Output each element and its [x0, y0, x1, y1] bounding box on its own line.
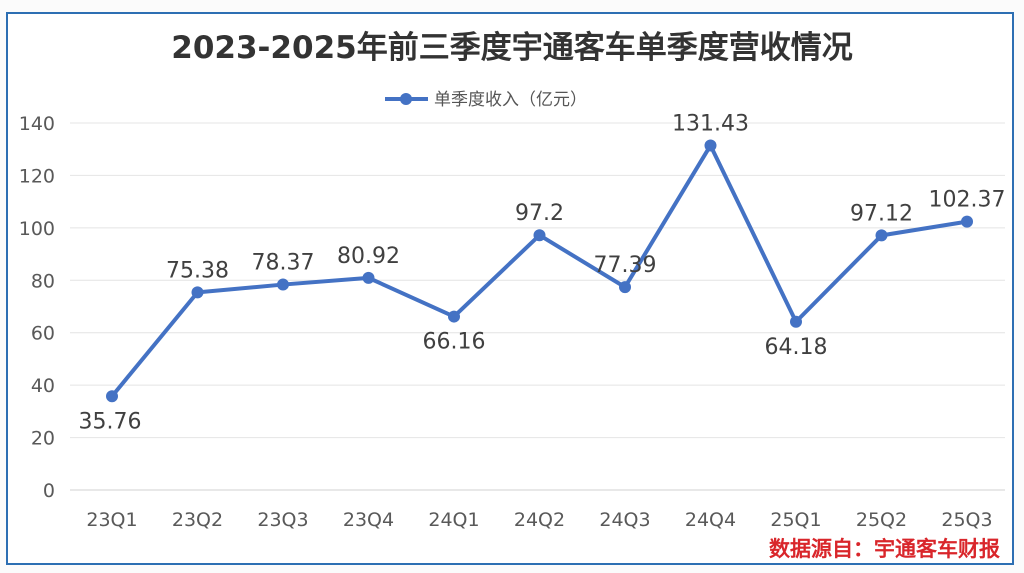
- chart-title: 2023-2025年前三季度宇通客车单季度营收情况: [171, 30, 852, 66]
- data-point: [106, 390, 118, 403]
- data-point: [790, 315, 802, 328]
- data-point: [362, 271, 375, 284]
- y-tick-label: 80: [31, 270, 55, 292]
- x-tick-label: 24Q2: [514, 509, 565, 531]
- chart-frame: [6, 12, 1014, 565]
- y-tick-label: 120: [19, 165, 55, 187]
- data-point: [448, 310, 460, 323]
- x-tick-label: 25Q3: [941, 509, 992, 531]
- data-label: 77.39: [594, 253, 657, 278]
- data-point: [875, 229, 888, 242]
- data-point: [277, 278, 289, 291]
- data-point: [191, 286, 204, 299]
- y-tick-label: 0: [43, 480, 55, 502]
- data-point: [961, 215, 973, 228]
- data-label: 75.38: [166, 258, 229, 283]
- x-tick-label: 24Q3: [599, 509, 650, 531]
- x-tick-label: 23Q1: [86, 509, 137, 531]
- y-tick-label: 20: [31, 428, 55, 450]
- x-tick-label: 25Q1: [770, 509, 821, 531]
- data-label: 102.37: [929, 188, 1006, 213]
- x-tick-label: 25Q2: [856, 509, 907, 531]
- x-tick-label: 23Q3: [257, 509, 308, 531]
- data-label: 97.2: [515, 201, 564, 226]
- x-tick-label: 24Q1: [428, 509, 479, 531]
- y-tick-label: 60: [31, 323, 55, 345]
- data-point: [704, 139, 717, 152]
- data-point: [533, 229, 546, 242]
- x-tick-label: 24Q4: [685, 509, 736, 531]
- legend: 单季度收入（亿元）: [385, 90, 587, 110]
- data-label: 64.18: [765, 335, 828, 360]
- y-tick-label: 40: [31, 375, 55, 397]
- data-label: 80.92: [337, 244, 400, 269]
- legend-label: 单季度收入（亿元）: [434, 90, 587, 110]
- source-note: 数据源自：宇通客车财报: [769, 537, 1000, 561]
- y-tick-label: 140: [19, 113, 55, 135]
- data-label: 97.12: [850, 201, 913, 226]
- x-tick-label: 23Q2: [172, 509, 223, 531]
- data-point: [619, 281, 631, 294]
- data-label: 66.16: [423, 330, 486, 355]
- data-label: 131.43: [672, 111, 749, 136]
- data-label: 35.76: [79, 409, 142, 434]
- legend-marker-icon: [400, 93, 412, 105]
- data-label: 78.37: [252, 251, 315, 276]
- x-tick-label: 23Q4: [343, 509, 394, 531]
- y-tick-label: 100: [19, 218, 55, 240]
- series-line: [110, 143, 968, 398]
